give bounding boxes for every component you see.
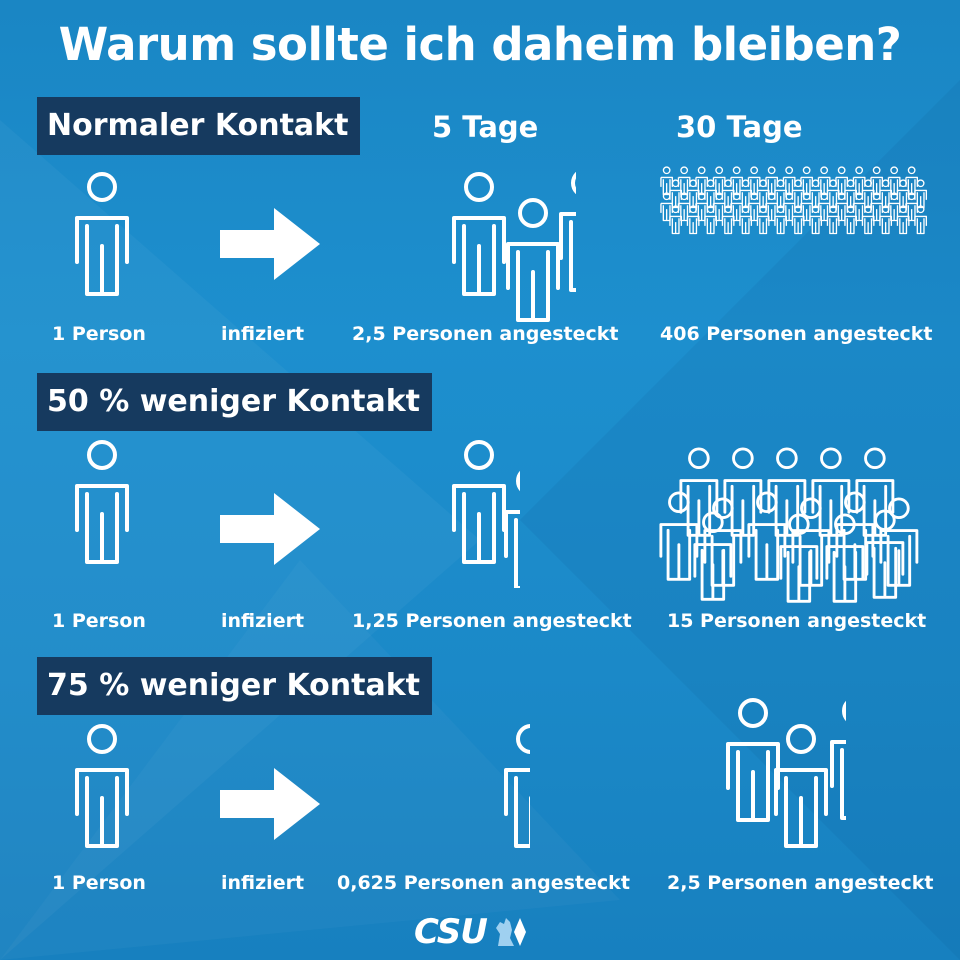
column-header-5-days: 5 Tage [432, 110, 539, 144]
column-header-30-days: 30 Tage [676, 110, 803, 144]
partial-people-icon [452, 440, 520, 588]
logo-text: CSU [414, 912, 488, 952]
section-label-50-percent: 50 % weniger Kontakt [37, 373, 433, 431]
caption-source: 1 Person [52, 323, 146, 345]
arrow-right-icon [220, 208, 320, 280]
people-group-icon [452, 168, 576, 322]
crowd-icon-large [660, 166, 928, 235]
person-icon [75, 440, 129, 564]
caption-verb: infiziert [221, 323, 305, 345]
caption-verb: infiziert [221, 872, 305, 894]
caption-day30: 406 Personen angesteckt [660, 323, 933, 345]
caption-day5: 1,25 Personen angesteckt [352, 610, 632, 632]
caption-day5: 0,625 Personen angesteckt [337, 872, 630, 894]
caption-source: 1 Person [52, 610, 146, 632]
caption-verb: infiziert [221, 610, 305, 632]
person-icon [75, 172, 129, 296]
person-icon [75, 724, 129, 848]
page-title: Warum sollte ich daheim bleiben? [58, 18, 902, 71]
lion-icon [495, 918, 526, 946]
arrow-right-icon [220, 493, 320, 565]
people-group-icon [726, 696, 846, 848]
section-label-normal-contact: Normaler Kontakt [37, 97, 361, 155]
csu-logo: CSU [414, 912, 530, 952]
partial-person-icon [504, 724, 530, 848]
caption-day5: 2,5 Personen angesteckt [352, 323, 619, 345]
arrow-right-icon [220, 768, 320, 840]
caption-day30: 2,5 Personen angesteckt [667, 872, 934, 894]
section-label-75-percent: 75 % weniger Kontakt [37, 657, 433, 715]
crowd-icon-medium [659, 447, 919, 603]
caption-day30: 15 Personen angesteckt [667, 610, 927, 632]
caption-source: 1 Person [52, 872, 146, 894]
